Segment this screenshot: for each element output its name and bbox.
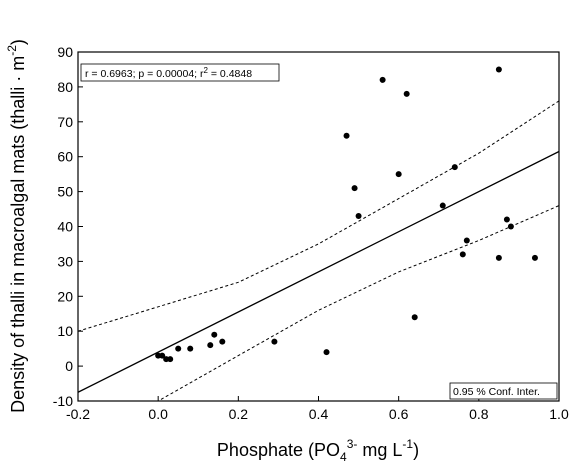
y-tick-label: 80 — [57, 79, 73, 95]
data-point — [503, 216, 510, 223]
y-tick-label: 90 — [57, 44, 73, 60]
data-point — [323, 349, 330, 356]
points-layer — [155, 66, 538, 363]
data-point — [355, 213, 362, 220]
data-point — [403, 90, 410, 97]
x-tick-label: 0.2 — [229, 406, 249, 422]
regression-line — [78, 150, 559, 393]
x-axis-ticks: -0.2 0.0 0.2 0.4 0.6 0.8 1.0 — [66, 396, 569, 422]
data-point — [459, 251, 466, 258]
y-axis-title: Density of thalli in macroalgal mats (th… — [5, 39, 28, 413]
data-point — [211, 331, 218, 338]
y-tick-label: -10 — [53, 393, 73, 409]
data-point — [351, 185, 358, 192]
x-tick-label: -0.2 — [66, 406, 90, 422]
data-point — [439, 202, 446, 209]
data-point — [343, 132, 350, 139]
data-point — [159, 352, 166, 359]
data-point — [495, 66, 502, 73]
data-point — [411, 314, 418, 321]
data-point — [219, 338, 226, 345]
y-tick-label: 20 — [57, 288, 73, 304]
y-tick-label: 60 — [57, 149, 73, 165]
data-point — [167, 356, 174, 363]
ci-upper-line — [78, 100, 559, 332]
ci-legend-box — [449, 382, 558, 400]
y-tick-label: 70 — [57, 114, 73, 130]
x-tick-label: 0.6 — [389, 406, 409, 422]
y-tick-label: 40 — [57, 219, 73, 235]
x-axis-title: Phosphate (PO43- mg L-1) — [217, 437, 419, 464]
data-point — [531, 254, 538, 261]
data-point — [495, 254, 502, 261]
stats-box — [80, 63, 280, 82]
x-tick-label: 0.8 — [469, 406, 489, 422]
data-point — [395, 171, 402, 178]
y-tick-label: 10 — [57, 323, 73, 339]
x-tick-label: 1.0 — [549, 406, 569, 422]
y-tick-label: 50 — [57, 184, 73, 200]
data-point — [463, 237, 470, 244]
data-point — [379, 76, 386, 83]
data-point — [207, 342, 214, 349]
data-point — [175, 345, 182, 352]
stats-text: r = 0.6963; p = 0.00004; r2 = 0.4848 — [85, 66, 252, 80]
confidence-interval-layer — [78, 100, 559, 401]
data-point — [507, 223, 514, 230]
regression-layer — [78, 150, 559, 393]
x-tick-label: 0.4 — [309, 406, 329, 422]
y-axis-ticks: -10 0 10 20 30 40 50 60 70 80 90 — [53, 44, 83, 409]
ci-legend-label: 0.95 % Conf. Inter. — [453, 386, 540, 398]
y-tick-label: 0 — [65, 358, 73, 374]
data-point — [187, 345, 194, 352]
data-point — [451, 164, 458, 171]
y-tick-label: 30 — [57, 253, 73, 269]
x-tick-label: 0.0 — [148, 406, 168, 422]
data-point — [271, 338, 278, 345]
plot-frame — [77, 51, 560, 402]
